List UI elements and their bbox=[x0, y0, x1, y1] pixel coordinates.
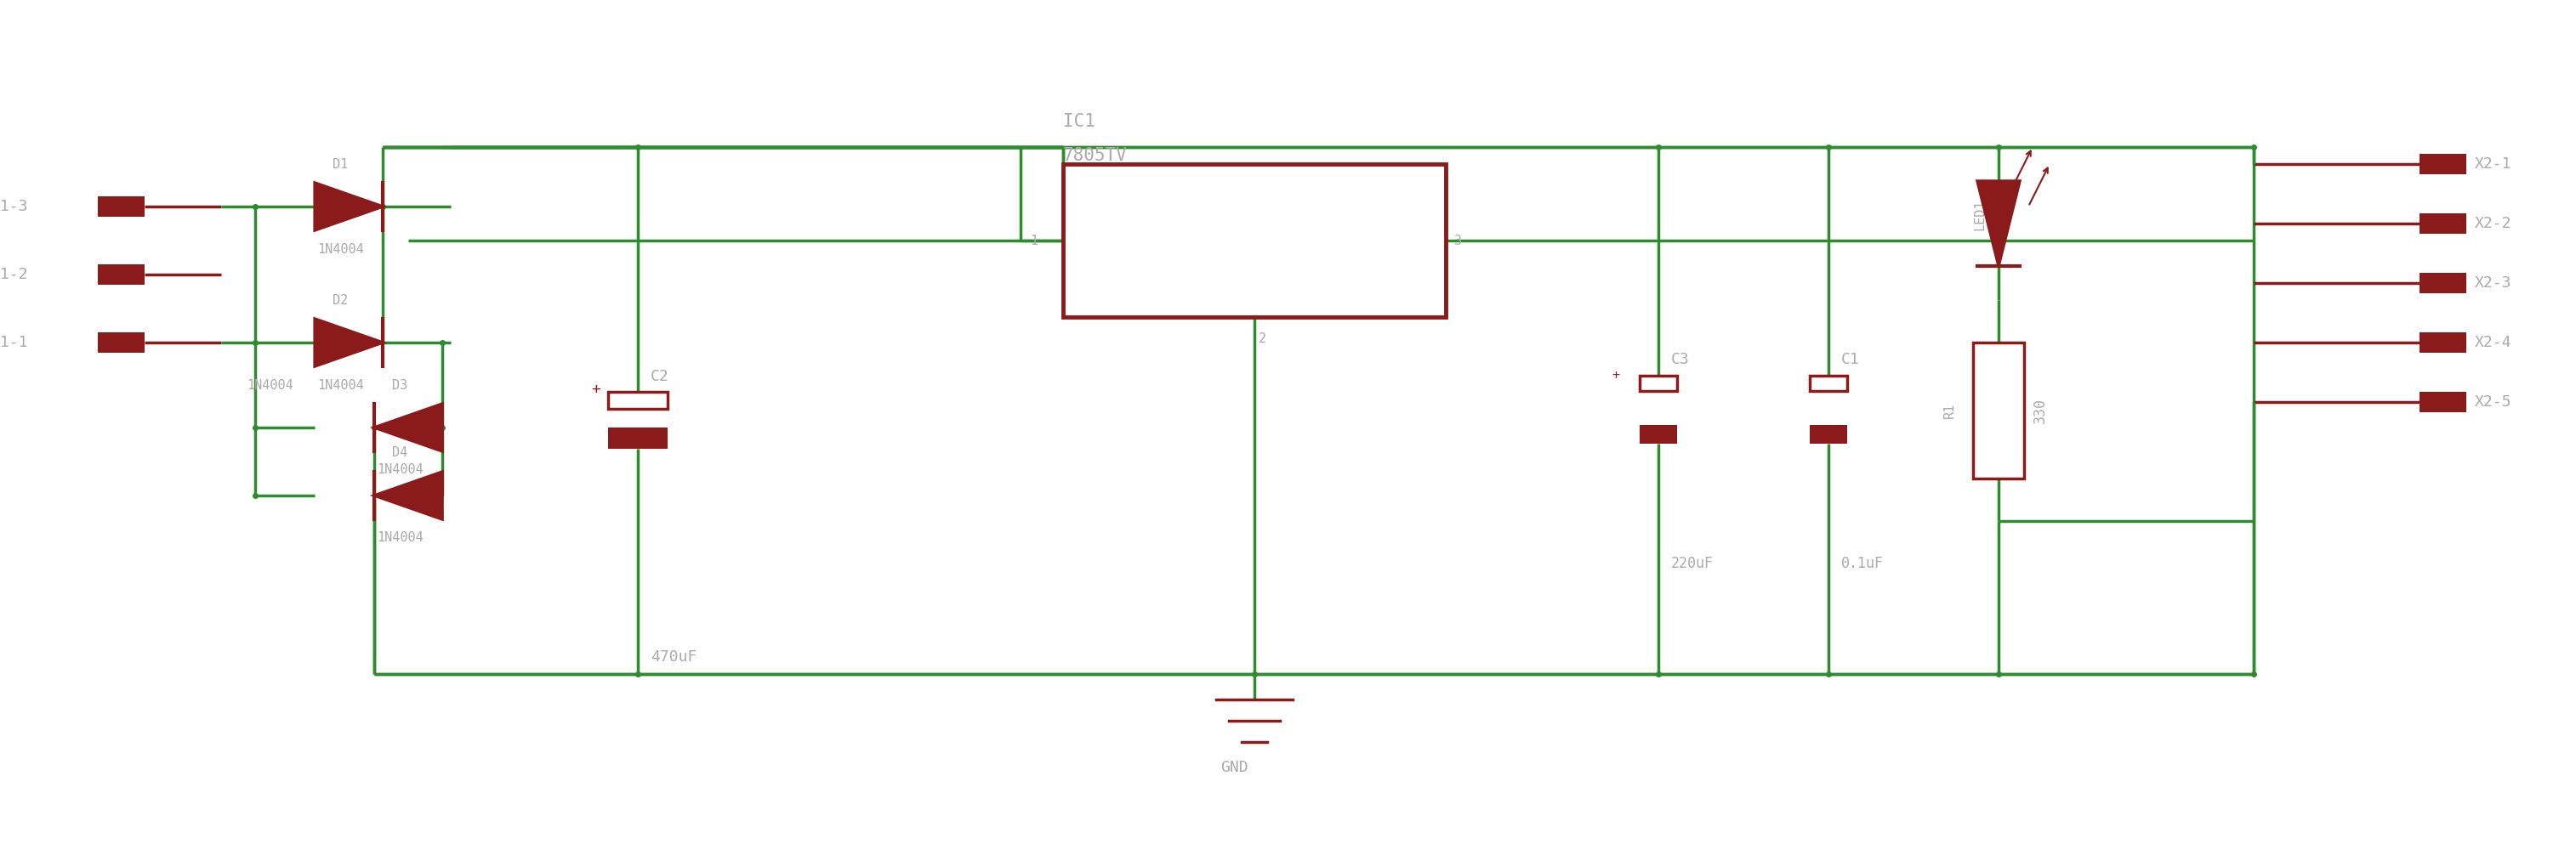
Bar bbox=[98, 197, 144, 217]
Text: VO: VO bbox=[1244, 209, 1265, 226]
Text: X2-3: X2-3 bbox=[2476, 275, 2512, 290]
Text: IC1: IC1 bbox=[1064, 113, 1095, 130]
Bar bbox=[1811, 425, 1847, 444]
Bar bbox=[2419, 392, 2465, 412]
Text: 1: 1 bbox=[1030, 234, 1038, 247]
Text: LED1: LED1 bbox=[1973, 199, 1986, 230]
Text: D3: D3 bbox=[392, 379, 407, 392]
Bar bbox=[2419, 273, 2465, 293]
Bar bbox=[1064, 164, 1445, 317]
Bar bbox=[1811, 376, 1847, 391]
Text: VI: VI bbox=[1244, 209, 1265, 226]
Text: X2-4: X2-4 bbox=[2476, 335, 2512, 350]
Text: X1-3: X1-3 bbox=[0, 199, 28, 214]
Text: C3: C3 bbox=[1672, 352, 1690, 367]
Bar bbox=[1641, 425, 1677, 444]
Text: 470uF: 470uF bbox=[652, 649, 698, 665]
Bar bbox=[2419, 214, 2465, 234]
Text: R1: R1 bbox=[1942, 403, 1955, 419]
Text: X2-1: X2-1 bbox=[2476, 156, 2512, 171]
Bar bbox=[1973, 343, 2025, 479]
Bar bbox=[2419, 333, 2465, 353]
Text: 1N4004: 1N4004 bbox=[247, 379, 294, 392]
Text: C2: C2 bbox=[652, 369, 670, 384]
Text: 330: 330 bbox=[2032, 398, 2048, 424]
Text: 1N4004: 1N4004 bbox=[376, 463, 422, 476]
Text: VI: VI bbox=[1105, 209, 1128, 226]
Text: X2-5: X2-5 bbox=[2476, 394, 2512, 409]
Text: GND: GND bbox=[1236, 270, 1273, 287]
Text: D1: D1 bbox=[332, 158, 348, 170]
Text: D4: D4 bbox=[392, 446, 407, 459]
Bar bbox=[98, 264, 144, 284]
Text: 3: 3 bbox=[1455, 234, 1463, 247]
Text: 7805TV: 7805TV bbox=[1064, 147, 1128, 164]
Text: +: + bbox=[1613, 369, 1620, 381]
Polygon shape bbox=[374, 472, 443, 519]
Bar bbox=[2419, 154, 2465, 174]
Text: +: + bbox=[590, 381, 600, 397]
Text: C1: C1 bbox=[1842, 352, 1860, 367]
Text: X1-1: X1-1 bbox=[0, 335, 28, 350]
Text: X1-2: X1-2 bbox=[0, 267, 28, 282]
Bar bbox=[608, 392, 667, 408]
Text: 0.1uF: 0.1uF bbox=[1842, 556, 1883, 571]
Text: GND: GND bbox=[1221, 760, 1249, 775]
Text: VO: VO bbox=[1319, 209, 1342, 226]
Text: 220uF: 220uF bbox=[1672, 556, 1713, 571]
Text: 1N4004: 1N4004 bbox=[317, 243, 363, 256]
Bar bbox=[98, 333, 144, 353]
Bar bbox=[608, 428, 667, 449]
Text: X2-2: X2-2 bbox=[2476, 216, 2512, 231]
Polygon shape bbox=[314, 319, 384, 366]
Polygon shape bbox=[374, 403, 443, 452]
Text: 1N4004: 1N4004 bbox=[376, 532, 422, 544]
Text: 1N4004: 1N4004 bbox=[317, 379, 363, 392]
Polygon shape bbox=[314, 183, 384, 230]
Text: 2: 2 bbox=[1260, 332, 1267, 344]
Polygon shape bbox=[1978, 181, 2020, 266]
Bar bbox=[1641, 376, 1677, 391]
Text: D2: D2 bbox=[332, 294, 348, 306]
